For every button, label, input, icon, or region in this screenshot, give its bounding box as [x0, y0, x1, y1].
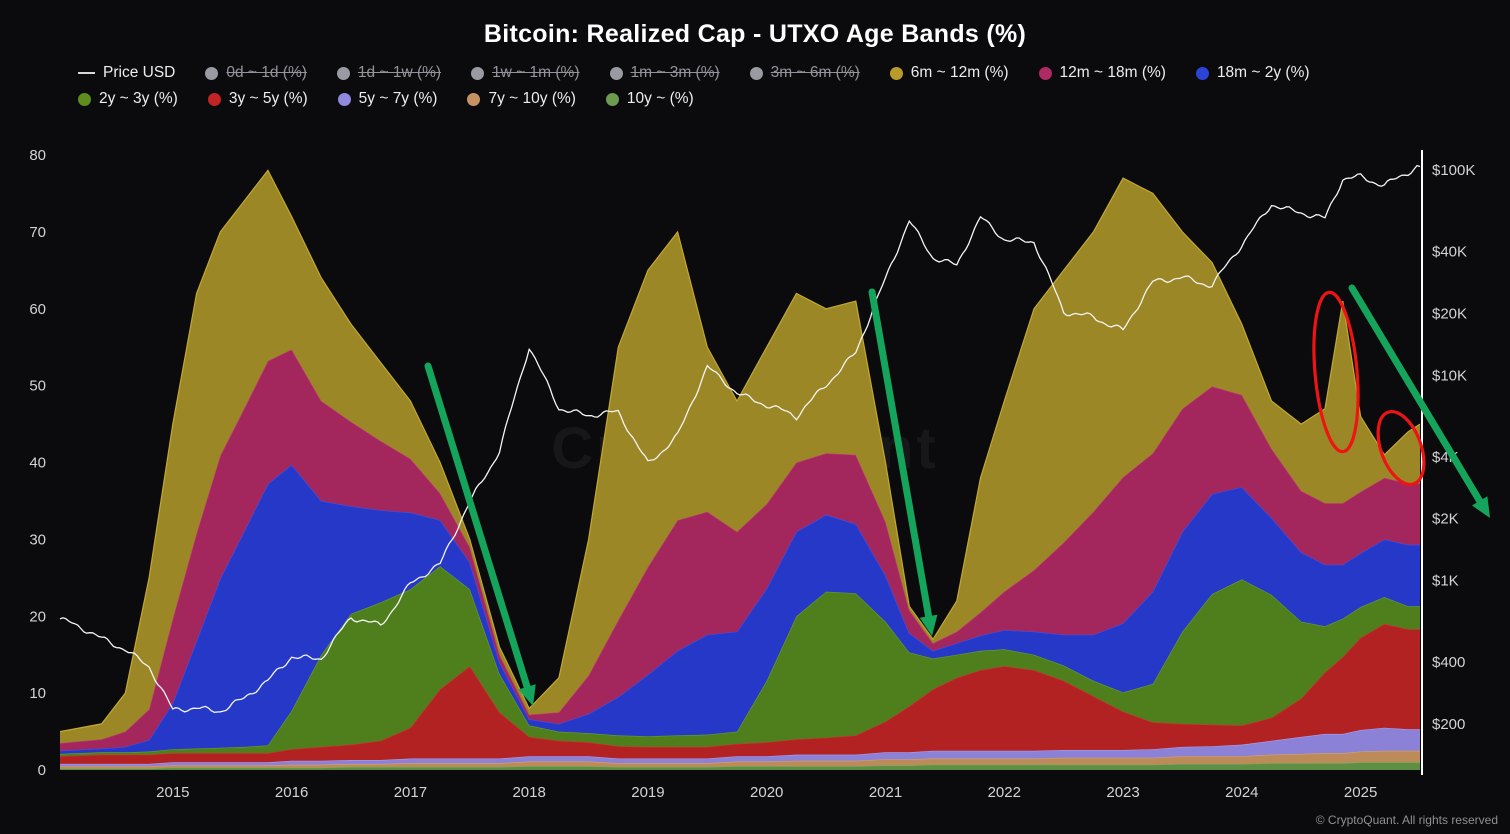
left-axis-tick: 70 [29, 224, 46, 241]
annotation-ellipse [1312, 290, 1360, 454]
annotation-arrow [868, 288, 933, 620]
dot-swatch-icon [467, 92, 481, 106]
left-axis-tick: 30 [29, 531, 46, 548]
x-axis-tick: 2022 [988, 784, 1021, 801]
dot-swatch-icon [78, 92, 91, 106]
dot-swatch-icon [889, 66, 903, 80]
legend-item-3y-5y[interactable]: 3y ~ 5y (%) [207, 90, 308, 108]
copyright: © CryptoQuant. All rights reserved [1315, 813, 1498, 827]
legend-label: 1m ~ 3m (%) [630, 64, 720, 81]
legend-label: 7y ~ 10y (%) [488, 90, 576, 107]
legend-label: 0d ~ 1d (%) [226, 64, 307, 81]
legend-item-1w-1m[interactable]: 1w ~ 1m (%) [471, 64, 580, 82]
price-line [59, 164, 1421, 713]
legend-label: 1d ~ 1w (%) [357, 64, 442, 81]
legend-item-10y[interactable]: 10y ~ (%) [605, 90, 694, 108]
legend-item-6m-12m[interactable]: 6m ~ 12m (%) [889, 64, 1009, 82]
right-axis-tick: $40K [1432, 244, 1467, 261]
dot-swatch-icon [609, 66, 623, 80]
annotation-ellipse [1376, 410, 1426, 486]
legend-item-18m-2y[interactable]: 18m ~ 2y (%) [1195, 64, 1310, 82]
right-axis-tick: $10K [1432, 367, 1467, 384]
left-axis-tick: 80 [29, 147, 46, 164]
legend: Price USD 0d ~ 1d (%) 1d ~ 1w (%) 1w ~ 1m (… [78, 64, 1480, 108]
legend-row: Price USD 0d ~ 1d (%) 1d ~ 1w (%) 1w ~ 1m (… [78, 64, 1480, 82]
legend-item-0d-1d[interactable]: 0d ~ 1d (%) [205, 64, 307, 82]
area-12m-18m [60, 349, 1420, 751]
left-axis-tick: 40 [29, 455, 46, 472]
right-axis-tick: $100K [1432, 162, 1475, 179]
left-axis-tick: 50 [29, 378, 46, 395]
legend-label: 6m ~ 12m (%) [910, 64, 1009, 81]
legend-label: 18m ~ 2y (%) [1216, 64, 1310, 81]
legend-item-12m-18m[interactable]: 12m ~ 18m (%) [1038, 64, 1166, 82]
right-axis-tick: $400 [1432, 654, 1465, 671]
legend-item-1d-1w[interactable]: 1d ~ 1w (%) [336, 64, 442, 82]
annotation-arrowhead [1472, 496, 1490, 518]
legend-label: 12m ~ 18m (%) [1059, 64, 1166, 81]
dot-swatch-icon [207, 92, 221, 106]
left-axis-tick: 20 [29, 608, 46, 625]
right-axis-tick: $200 [1432, 716, 1465, 733]
area-3y-5y [60, 623, 1420, 764]
legend-item-7y-10y[interactable]: 7y ~ 10y (%) [467, 90, 576, 108]
dot-swatch-icon [1195, 66, 1209, 80]
area-10y [60, 762, 1420, 770]
area-18m-2y [60, 464, 1420, 754]
line-swatch-icon [78, 72, 95, 74]
dot-swatch-icon [749, 66, 763, 80]
legend-item-5y-7y[interactable]: 5y ~ 7y (%) [337, 90, 438, 108]
x-axis-tick: 2016 [275, 784, 308, 801]
legend-row: 2y ~ 3y (%) 3y ~ 5y (%) 5y ~ 7y (%) 7y ~ 10… [78, 90, 1480, 108]
legend-label: 2y ~ 3y (%) [99, 90, 178, 107]
legend-item-3m-6m[interactable]: 3m ~ 6m (%) [749, 64, 860, 82]
dot-swatch-icon [337, 92, 351, 106]
dot-swatch-icon [205, 66, 219, 80]
legend-label: Price USD [103, 64, 176, 81]
dot-swatch-icon [1038, 66, 1052, 80]
annotation-arrow [424, 362, 531, 691]
dot-swatch-icon [336, 66, 350, 80]
chart-title: Bitcoin: Realized Cap - UTXO Age Bands (… [483, 20, 1027, 48]
x-axis-tick: 2025 [1344, 784, 1377, 801]
dot-swatch-icon [605, 92, 619, 106]
left-axis-tick: 0 [38, 762, 46, 779]
area-2y-3y [60, 566, 1420, 757]
legend-label: 3y ~ 5y (%) [228, 90, 308, 107]
x-axis-tick: 2018 [512, 784, 545, 801]
x-axis-tick: 2015 [156, 784, 189, 801]
left-axis-tick: 60 [29, 301, 46, 318]
x-axis-tick: 2019 [631, 784, 664, 801]
dot-swatch-icon [471, 66, 485, 80]
legend-item-price-usd[interactable]: Price USD [78, 64, 175, 82]
legend-label: 5y ~ 7y (%) [358, 90, 438, 107]
annotation-arrowhead [919, 614, 938, 636]
area-6m-12m [60, 170, 1420, 744]
right-axis-tick: $2K [1432, 511, 1459, 528]
legend-label: 3m ~ 6m (%) [770, 64, 860, 81]
x-axis-tick: 2017 [394, 784, 427, 801]
area-7y-10y [60, 750, 1420, 769]
legend-item-2y-3y[interactable]: 2y ~ 3y (%) [78, 90, 178, 108]
legend-label: 1w ~ 1m (%) [492, 64, 580, 81]
x-axis-tick: 2020 [750, 784, 783, 801]
left-axis-tick: 10 [29, 685, 46, 702]
edge-6m-12m [59, 169, 1421, 733]
right-axis-tick: $1K [1432, 573, 1459, 590]
legend-label: 10y ~ (%) [626, 90, 694, 107]
x-axis-tick: 2023 [1106, 784, 1139, 801]
legend-item-1m-3m[interactable]: 1m ~ 3m (%) [609, 64, 720, 82]
area-5y-7y [60, 727, 1420, 767]
x-axis-tick: 2021 [869, 784, 902, 801]
right-axis-tick: $20K [1432, 305, 1467, 322]
x-axis-tick: 2024 [1225, 784, 1258, 801]
annotation-arrowhead [518, 684, 536, 706]
annotation-arrow [1348, 284, 1484, 505]
